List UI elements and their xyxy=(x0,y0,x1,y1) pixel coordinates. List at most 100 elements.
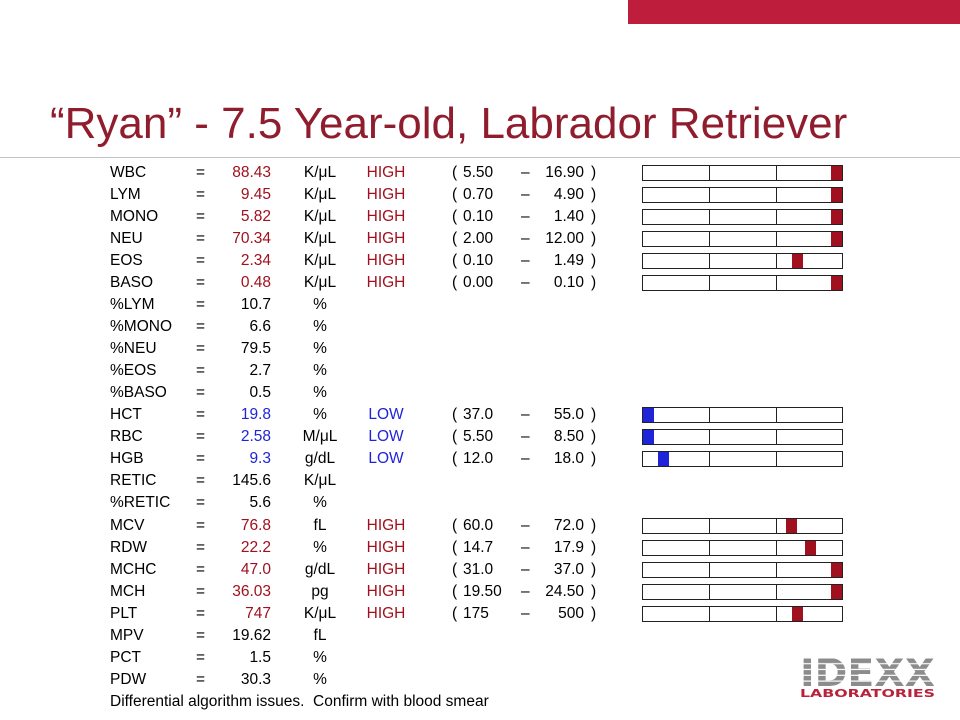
range-high: 72.0 xyxy=(553,516,584,534)
gauge-divider xyxy=(776,408,777,423)
range-high: 18.0 xyxy=(553,450,584,468)
result-unit: g/dL xyxy=(304,560,336,578)
range-dash: – xyxy=(521,516,530,534)
range-gauge xyxy=(642,275,843,292)
range-high: 8.50 xyxy=(553,428,584,446)
result-value: 22.2 xyxy=(240,538,271,556)
result-row-pct-neu: %NEU = 79.5% xyxy=(0,338,960,360)
test-name: WBC xyxy=(110,164,147,181)
result-flag: LOW xyxy=(368,428,404,446)
result-row-pct-lym: %LYM = 10.7% xyxy=(0,294,960,316)
range-gauge xyxy=(642,165,843,181)
result-unit: % xyxy=(313,318,327,336)
result-unit: K/μL xyxy=(303,604,337,622)
range-dash: – xyxy=(521,274,530,292)
range-gauge xyxy=(642,451,843,468)
gauge-marker xyxy=(831,188,842,203)
test-name: LYM xyxy=(110,186,141,204)
result-value: 47.0 xyxy=(240,560,271,578)
result-value: 70.34 xyxy=(232,230,271,248)
result-row-lym: LYM = 9.45 K/μL HIGH (0.70 – 4.90) xyxy=(0,184,960,206)
gauge-divider xyxy=(776,562,777,577)
range-low: 60.0 xyxy=(463,516,494,534)
range-close-paren: ) xyxy=(591,582,597,600)
result-value: 19.8 xyxy=(240,406,271,424)
result-value: 9.3 xyxy=(249,450,271,468)
equals-sign: = xyxy=(196,186,206,204)
test-name: HCT xyxy=(110,406,142,424)
gauge-divider xyxy=(709,408,710,423)
range-open-paren: ( xyxy=(452,604,458,622)
equals-sign: = xyxy=(196,296,206,314)
range-low: 14.7 xyxy=(463,538,494,556)
result-unit: % xyxy=(313,362,327,380)
result-row-hct: HCT = 19.8% LOW (37.0 – 55.0) xyxy=(0,404,960,426)
gauge-divider xyxy=(709,166,710,180)
gauge-divider xyxy=(776,166,777,180)
range-gauge xyxy=(642,561,843,578)
result-flag: HIGH xyxy=(366,164,406,181)
gauge-divider xyxy=(776,452,777,467)
range-gauge xyxy=(642,231,843,248)
result-row-mch: MCH = 36.03 pg HIGH (19.50 –24.50) xyxy=(0,581,960,603)
gauge-divider xyxy=(709,188,710,203)
range-low: 31.0 xyxy=(463,560,494,578)
result-flag: HIGH xyxy=(366,516,406,534)
test-name: MONO xyxy=(110,208,159,226)
range-close-paren: ) xyxy=(591,604,597,622)
range-open-paren: ( xyxy=(452,450,458,468)
test-name: %RETIC xyxy=(110,494,171,512)
range-close-paren: ) xyxy=(591,252,597,270)
result-value: 88.43 xyxy=(232,164,271,181)
result-value: 0.5 xyxy=(249,384,271,402)
result-row-rbc: RBC = 2.58 M/μL LOW (5.50 – 8.50) xyxy=(0,426,960,448)
test-name: %EOS xyxy=(110,362,157,380)
result-flag: HIGH xyxy=(366,582,406,600)
range-close-paren: ) xyxy=(591,516,597,534)
equals-sign: = xyxy=(196,164,206,181)
range-dash: – xyxy=(521,538,530,556)
equals-sign: = xyxy=(196,384,206,402)
range-low: 0.10 xyxy=(463,252,494,270)
result-flag: HIGH xyxy=(366,604,406,622)
equals-sign: = xyxy=(196,494,206,512)
gauge-divider xyxy=(709,540,710,555)
result-value: 1.5 xyxy=(249,648,271,666)
range-dash: – xyxy=(521,252,530,270)
range-high: 4.90 xyxy=(553,186,584,204)
test-name: PLT xyxy=(110,604,138,622)
equals-sign: = xyxy=(196,670,206,688)
result-unit: % xyxy=(313,538,327,556)
equals-sign: = xyxy=(196,472,206,490)
range-open-paren: ( xyxy=(452,252,458,270)
gauge-divider xyxy=(709,210,710,225)
equals-sign: = xyxy=(196,538,206,556)
range-close-paren: ) xyxy=(591,230,597,248)
result-unit: % xyxy=(313,648,327,666)
equals-sign: = xyxy=(196,450,206,468)
result-value: 2.7 xyxy=(249,362,271,380)
test-name: PDW xyxy=(110,670,147,688)
result-row-hgb: HGB = 9.3 g/dL LOW (12.0 – 18.0) xyxy=(0,448,960,470)
result-value: 747 xyxy=(245,604,271,622)
range-close-paren: ) xyxy=(591,560,597,578)
range-dash: – xyxy=(521,560,530,578)
result-unit: % xyxy=(313,670,327,688)
gauge-marker xyxy=(643,430,654,445)
range-open-paren: ( xyxy=(452,516,458,534)
range-dash: – xyxy=(521,406,530,424)
gauge-divider xyxy=(709,562,710,577)
range-close-paren: ) xyxy=(591,428,597,446)
range-high: 500 xyxy=(558,604,584,622)
range-gauge xyxy=(642,209,843,226)
gauge-marker xyxy=(658,452,670,467)
gauge-divider xyxy=(709,584,710,599)
test-name: MCHC xyxy=(110,560,157,578)
idexx-logo: IDEXX LABORATORIES xyxy=(800,651,935,700)
range-low: 12.0 xyxy=(463,450,494,468)
result-row-pct-mono: %MONO = 6.6% xyxy=(0,316,960,338)
result-value: 76.8 xyxy=(240,516,271,534)
range-gauge xyxy=(642,583,843,600)
result-unit: K/μL xyxy=(303,186,337,204)
result-row-baso: BASO = 0.48 K/μL HIGH (0.00 – 0.10) xyxy=(0,272,960,294)
